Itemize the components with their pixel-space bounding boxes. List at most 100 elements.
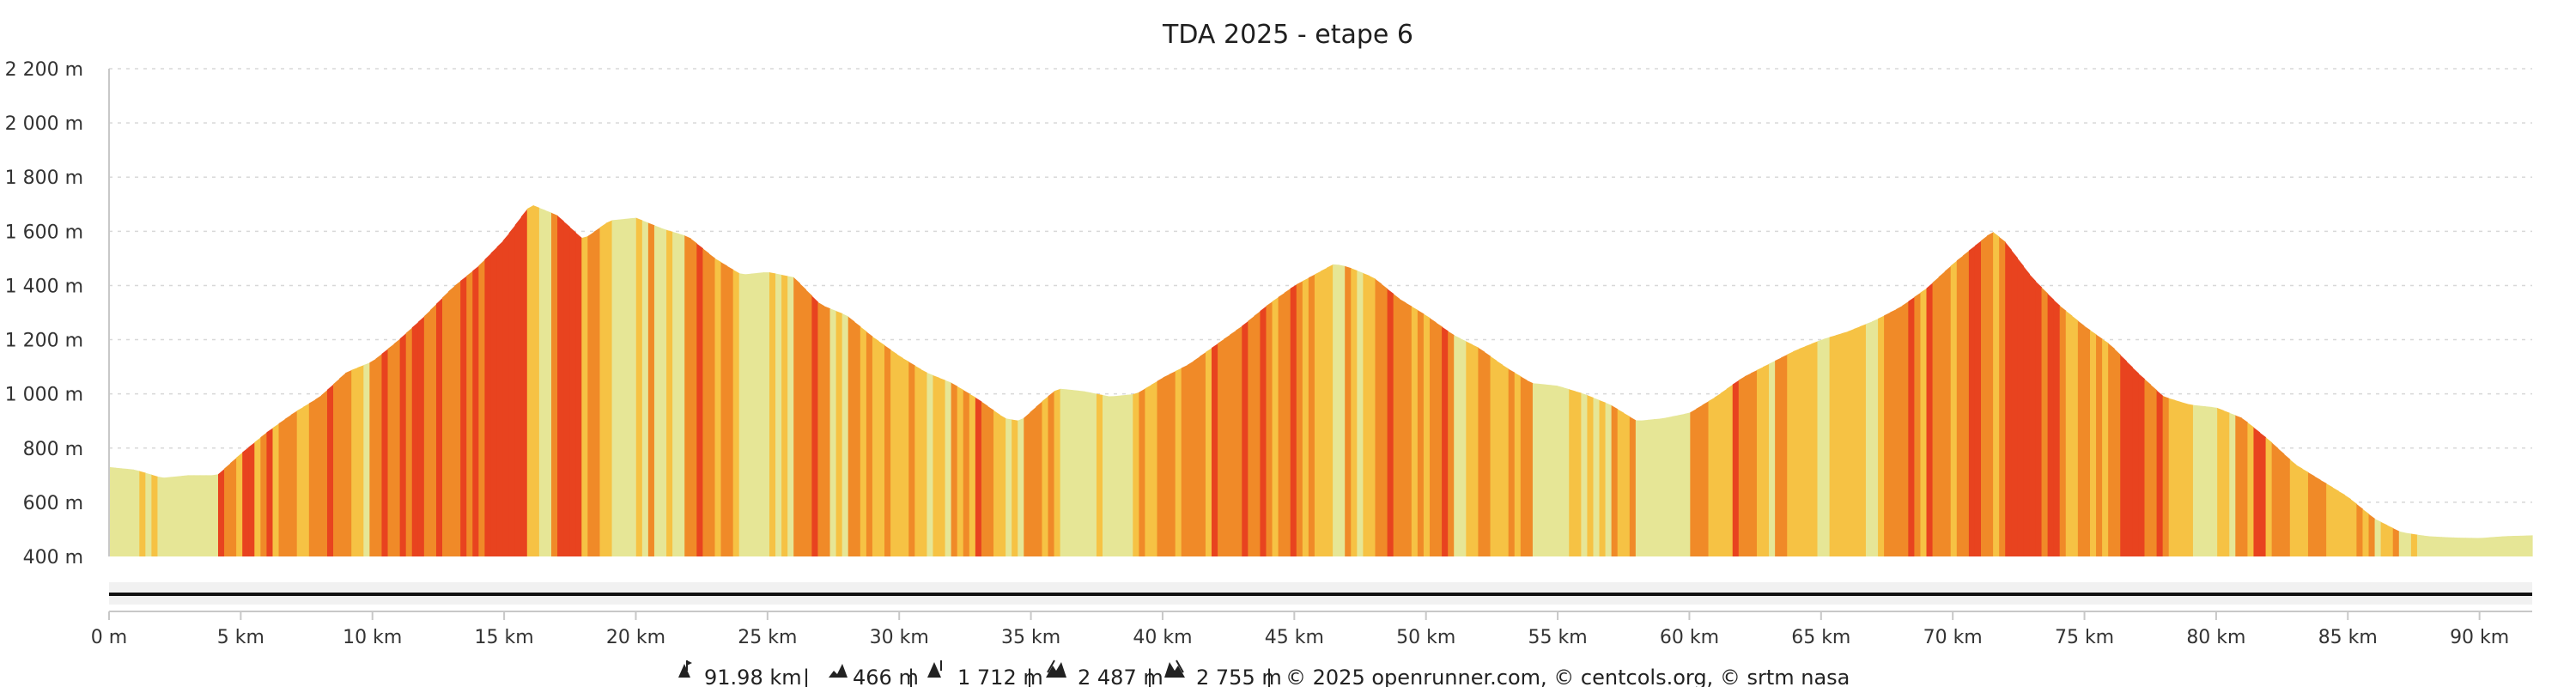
profile-segment: [569, 227, 576, 556]
profile-segment: [2392, 528, 2400, 556]
profile-segment: [1938, 271, 1946, 556]
profile-segment: [854, 321, 861, 556]
profile-segment: [2174, 399, 2182, 556]
profile-segment: [908, 362, 915, 556]
profile-segment: [2168, 398, 2176, 556]
profile-segment: [551, 212, 558, 556]
profile-segment: [660, 228, 667, 556]
y-tick-label: 400 m: [23, 547, 83, 568]
x-tick-label: 50 km: [1396, 627, 1455, 648]
profile-segment: [2259, 432, 2267, 556]
profile-segment: [2423, 535, 2430, 556]
profile-segment: [2077, 320, 2085, 556]
profile-segment: [1387, 289, 1394, 556]
profile-segment: [2162, 395, 2170, 556]
profile-segment: [1635, 420, 1643, 556]
profile-segment: [2150, 384, 2158, 556]
x-tick-label: 75 km: [2055, 627, 2114, 648]
profile-segment: [1980, 235, 1988, 556]
profile-segment: [647, 222, 655, 556]
profile-segment: [2507, 536, 2515, 556]
profile-segment: [2374, 519, 2382, 556]
profile-segment: [1962, 250, 1970, 556]
profile-segment: [872, 336, 879, 556]
overview-scrollbar[interactable]: [109, 582, 2532, 605]
profile-segment: [563, 221, 570, 556]
profile-segment: [242, 447, 249, 556]
profile-segment: [308, 399, 316, 556]
x-tick-label: 30 km: [870, 627, 929, 648]
profile-segment: [1199, 352, 1206, 556]
profile-segment: [914, 365, 921, 556]
profile-segment: [1096, 393, 1103, 556]
x-tick-label: 5 km: [217, 627, 264, 648]
profile-segment: [2071, 315, 2079, 556]
profile-segment: [193, 475, 201, 556]
profile-segment: [678, 234, 685, 556]
profile-segment: [726, 265, 734, 556]
profile-segment: [1817, 338, 1825, 556]
profile-segment: [1442, 326, 1449, 556]
x-tick-label: 20 km: [606, 627, 665, 648]
profile-segment: [2089, 330, 2097, 556]
profile-segment: [2047, 293, 2055, 556]
stat-separator-1: |: [803, 666, 810, 687]
profile-segment: [1284, 288, 1291, 556]
profile-segment: [2338, 490, 2345, 556]
profile-segment: [1103, 395, 1109, 556]
profile-segment: [902, 357, 909, 556]
elevation-area: [109, 205, 2533, 557]
profile-segment: [199, 475, 207, 556]
profile-segment: [750, 272, 758, 556]
profile-segment: [1351, 268, 1358, 556]
profile-segment: [2023, 265, 2031, 556]
profile-segment: [472, 265, 479, 556]
profile-segment: [1436, 322, 1443, 556]
profile-segment: [1242, 320, 1249, 556]
profile-segment: [829, 308, 837, 556]
profile-segment: [351, 367, 358, 556]
profile-segment: [1514, 372, 1522, 556]
profile-segment: [720, 262, 728, 556]
profile-segment: [363, 362, 370, 556]
profile-segment: [1587, 395, 1595, 556]
profile-segment: [884, 345, 891, 556]
profile-segment: [520, 209, 528, 557]
stat-separator-5: |: [1266, 666, 1273, 687]
profile-segment: [478, 259, 486, 556]
profile-segment: [1448, 331, 1455, 556]
profile-segment: [981, 401, 988, 556]
profile-segment: [290, 410, 298, 556]
profile-segment: [2416, 534, 2424, 556]
credits: © 2025 openrunner.com, © centcols.org, ©…: [1285, 666, 1850, 687]
profile-segment: [139, 471, 146, 556]
profile-segment: [442, 291, 449, 556]
profile-segment: [575, 232, 582, 556]
profile-segment: [2513, 535, 2521, 556]
profile-segment: [781, 275, 788, 556]
profile-segment: [1999, 236, 2006, 556]
profile-segment: [357, 365, 364, 556]
profile-segment: [2477, 538, 2485, 556]
profile-segment: [1841, 331, 1849, 556]
profile-segment: [1829, 335, 1837, 556]
profile-segment: [333, 378, 340, 556]
profile-segment: [157, 476, 165, 556]
profile-segment: [2126, 361, 2133, 556]
profile-segment: [448, 285, 455, 556]
profile-segment: [1308, 274, 1315, 556]
profile-segment: [2332, 487, 2339, 556]
profile-segment: [224, 463, 231, 556]
profile-segment: [169, 476, 177, 556]
profile-segment: [708, 253, 716, 556]
profile-segment: [793, 277, 800, 556]
profile-segment: [2265, 437, 2273, 556]
profile-segment: [1266, 301, 1273, 556]
profile-segment: [109, 466, 116, 556]
profile-segment: [2108, 343, 2115, 556]
y-axis: 400 m 600 m 800 m 1 000 m 1 200 m 1 400 m 1 60…: [5, 59, 83, 568]
profile-segment: [1926, 283, 1934, 556]
profile-segment: [1726, 384, 1734, 556]
profile-segment: [1012, 419, 1018, 556]
profile-segment: [951, 382, 958, 556]
